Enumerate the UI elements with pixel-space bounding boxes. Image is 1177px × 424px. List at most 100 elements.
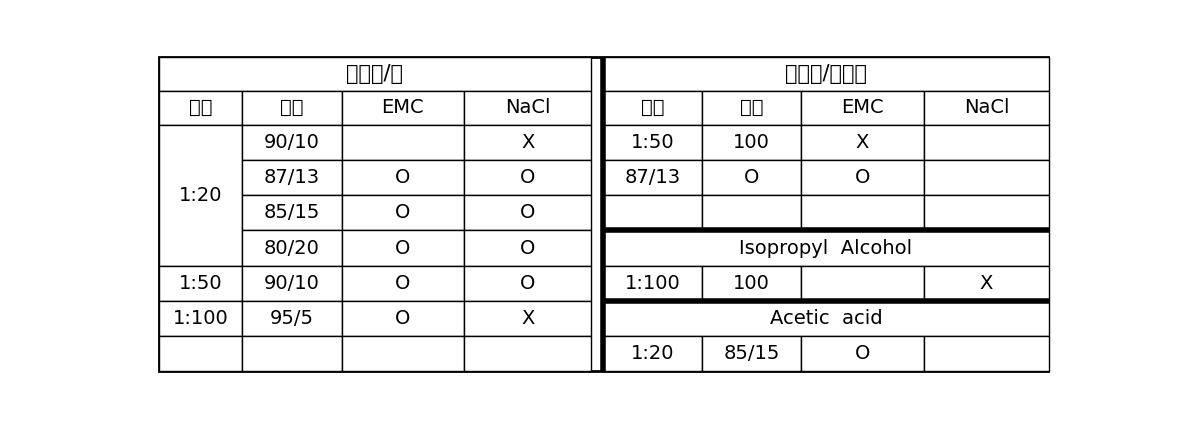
Text: Acetic  acid: Acetic acid xyxy=(770,309,883,328)
Bar xyxy=(242,160,341,195)
Bar xyxy=(701,91,802,125)
Bar xyxy=(603,91,701,125)
Bar xyxy=(242,230,341,265)
Text: 비율: 비율 xyxy=(740,98,764,117)
Text: 95/5: 95/5 xyxy=(270,309,314,328)
Bar xyxy=(242,265,341,301)
Text: 85/15: 85/15 xyxy=(264,203,320,222)
Bar xyxy=(341,230,464,265)
Text: 1:20: 1:20 xyxy=(179,186,222,205)
Bar xyxy=(701,195,802,230)
Text: X: X xyxy=(521,133,534,152)
Text: O: O xyxy=(395,168,411,187)
Bar xyxy=(341,195,464,230)
Bar xyxy=(341,160,464,195)
Bar xyxy=(802,160,924,195)
Bar xyxy=(242,301,341,336)
Bar xyxy=(159,125,242,265)
Text: O: O xyxy=(395,309,411,328)
Text: 비율: 비율 xyxy=(280,98,304,117)
Bar xyxy=(802,195,924,230)
Bar xyxy=(341,125,464,160)
Text: O: O xyxy=(744,168,759,187)
Bar xyxy=(464,265,591,301)
Text: O: O xyxy=(855,344,870,363)
Bar xyxy=(242,91,341,125)
Text: X: X xyxy=(521,309,534,328)
Text: O: O xyxy=(520,168,536,187)
Bar xyxy=(603,125,701,160)
Bar xyxy=(603,336,701,371)
Text: 1:20: 1:20 xyxy=(631,344,674,363)
Text: 85/15: 85/15 xyxy=(724,344,780,363)
Bar xyxy=(464,195,591,230)
Bar xyxy=(603,301,1049,336)
Text: O: O xyxy=(520,238,536,257)
Text: 87/13: 87/13 xyxy=(624,168,680,187)
Bar xyxy=(603,160,701,195)
Bar xyxy=(924,91,1049,125)
Bar xyxy=(802,91,924,125)
Bar xyxy=(464,125,591,160)
Bar xyxy=(159,336,242,371)
Text: 아세톤/물: 아세톤/물 xyxy=(346,64,404,84)
Text: O: O xyxy=(395,274,411,293)
Text: EMC: EMC xyxy=(381,98,424,117)
Bar xyxy=(242,195,341,230)
Bar xyxy=(341,265,464,301)
Bar xyxy=(802,336,924,371)
Text: 1:100: 1:100 xyxy=(173,309,228,328)
Bar xyxy=(603,57,1049,91)
Text: EMC: EMC xyxy=(842,98,884,117)
Text: 87/13: 87/13 xyxy=(264,168,320,187)
Bar xyxy=(341,91,464,125)
Text: 1:50: 1:50 xyxy=(631,133,674,152)
Bar xyxy=(159,91,242,125)
Text: 1:100: 1:100 xyxy=(625,274,680,293)
Bar xyxy=(701,125,802,160)
Bar xyxy=(159,265,242,301)
Bar xyxy=(464,160,591,195)
Bar xyxy=(924,125,1049,160)
Bar xyxy=(603,265,701,301)
Text: 욕비: 욕비 xyxy=(640,98,664,117)
Text: 90/10: 90/10 xyxy=(264,133,320,152)
Bar xyxy=(159,57,591,91)
Text: X: X xyxy=(856,133,869,152)
Text: Isopropyl  Alcohol: Isopropyl Alcohol xyxy=(739,238,912,257)
Text: 100: 100 xyxy=(733,133,770,152)
Text: O: O xyxy=(395,203,411,222)
Bar xyxy=(242,336,341,371)
Text: NaCl: NaCl xyxy=(505,98,551,117)
Bar xyxy=(802,265,924,301)
Bar xyxy=(802,125,924,160)
Bar xyxy=(464,230,591,265)
Text: O: O xyxy=(855,168,870,187)
Bar xyxy=(464,301,591,336)
Bar xyxy=(924,160,1049,195)
Bar xyxy=(701,160,802,195)
Text: 100: 100 xyxy=(733,274,770,293)
Bar xyxy=(341,301,464,336)
Bar xyxy=(159,301,242,336)
Text: 90/10: 90/10 xyxy=(264,274,320,293)
Bar xyxy=(701,336,802,371)
Text: O: O xyxy=(520,274,536,293)
Bar xyxy=(603,230,1049,265)
Bar xyxy=(924,265,1049,301)
Bar xyxy=(464,336,591,371)
Text: NaCl: NaCl xyxy=(964,98,1009,117)
Text: 80/20: 80/20 xyxy=(264,238,320,257)
Text: 메탄올/에탄올: 메탄올/에탄올 xyxy=(785,64,867,84)
Bar xyxy=(464,91,591,125)
Bar xyxy=(924,336,1049,371)
Bar xyxy=(242,125,341,160)
Text: 1:50: 1:50 xyxy=(179,274,222,293)
Bar xyxy=(603,195,701,230)
Text: O: O xyxy=(520,203,536,222)
Text: 욕비: 욕비 xyxy=(188,98,212,117)
Text: O: O xyxy=(395,238,411,257)
Text: X: X xyxy=(979,274,993,293)
Bar xyxy=(924,195,1049,230)
Bar xyxy=(341,336,464,371)
